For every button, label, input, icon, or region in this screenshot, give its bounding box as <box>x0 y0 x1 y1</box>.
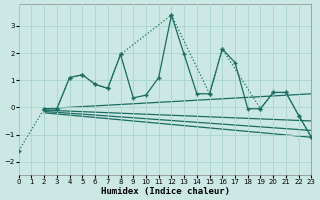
X-axis label: Humidex (Indice chaleur): Humidex (Indice chaleur) <box>100 187 229 196</box>
